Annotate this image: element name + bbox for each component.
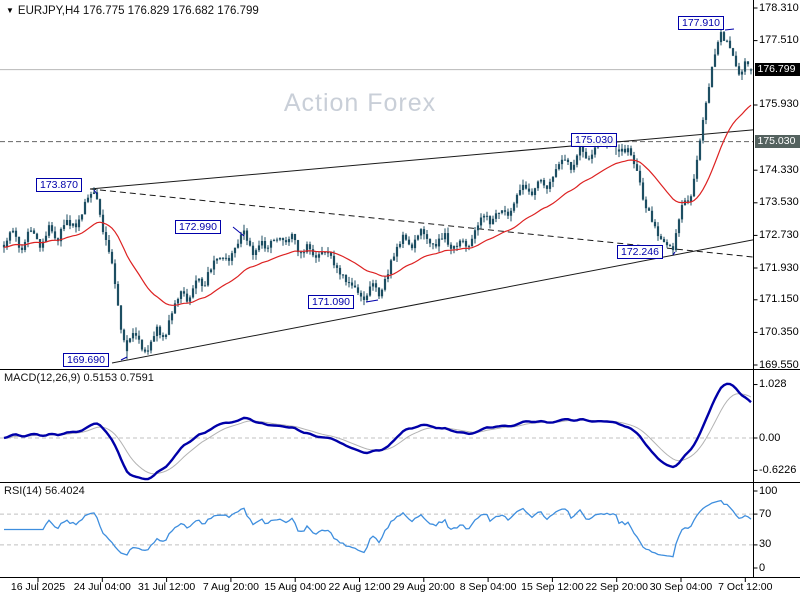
candles (2, 24, 753, 360)
moving-average-line[interactable] (3, 104, 752, 306)
rsi-panel (0, 499, 753, 558)
swing-label-connector (365, 299, 379, 303)
trendline-rising-support[interactable] (111, 239, 753, 364)
rsi-line[interactable] (4, 499, 752, 558)
swing-label-connector (672, 251, 676, 256)
axes (0, 0, 800, 582)
swing-label-connector (93, 189, 98, 195)
trendline-rising-resistance[interactable] (89, 129, 753, 190)
macd-panel (0, 382, 753, 481)
macd-line[interactable] (3, 382, 752, 481)
trendline-falling-trendline[interactable] (89, 188, 753, 258)
swing-label-connector (232, 226, 245, 237)
swing-label-connector (120, 356, 128, 361)
price-panel (0, 24, 753, 364)
swing-label-connector (724, 28, 735, 31)
